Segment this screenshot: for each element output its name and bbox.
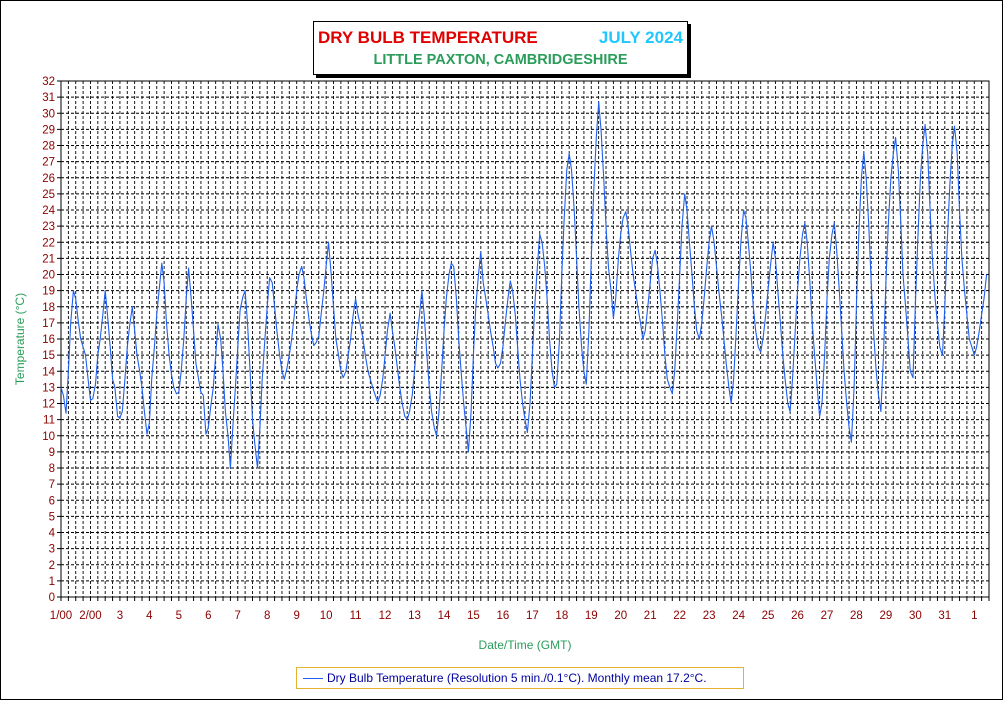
y-tick-label: 14 [42,366,55,378]
x-tick-label: 20 [614,610,627,622]
x-tick-labels: 1/00 2/00 3 4 5 6 7 8 9 10 11 12 13 14 15 16 17 18 19 20 21 2… [50,610,978,622]
x-tick-label: 1 [971,610,977,622]
series-line-dry-bulb-temperature [60,101,988,469]
y-tick-label: 13 [42,382,55,394]
y-tick-label: 18 [42,302,55,314]
y-tick-label: 32 [42,76,55,88]
y-tick-label: 25 [42,189,55,201]
y-tick-label: 26 [42,173,55,185]
y-tick-label: 28 [42,141,55,153]
x-tick-label: 16 [497,610,510,622]
x-tick-label: 4 [146,610,153,622]
x-tick-label: 25 [762,610,775,622]
x-tick-label: 1/00 [50,610,72,622]
chart-title: DRY BULB TEMPERATURE [318,28,538,47]
x-tick-label: 27 [821,610,834,622]
x-tick-label: 3 [117,610,123,622]
x-tick-label: 5 [176,610,182,622]
y-tick-label: 22 [42,237,55,249]
x-tick-label: 12 [379,610,392,622]
x-tick-label: 23 [703,610,716,622]
y-tick-label: 4 [49,528,56,540]
y-tick-label: 3 [49,544,55,556]
y-tick-label: 27 [42,157,55,169]
x-tick-label: 30 [909,610,922,622]
x-tick-label: 26 [791,610,804,622]
y-tick-label: 19 [42,286,55,298]
x-tick-label: 18 [555,610,568,622]
y-tick-label: 1 [49,576,55,588]
x-tick-label: 31 [938,610,951,622]
x-tick-label: 8 [264,610,270,622]
y-tick-label: 29 [42,124,55,136]
y-tick-label: 16 [42,334,55,346]
chart-subtitle: LITTLE PAXTON, CAMBRIDGESHIRE [373,52,628,68]
x-tick-label: 29 [879,610,892,622]
x-tick-label: 2/00 [79,610,101,622]
x-tick-label: 28 [850,610,863,622]
legend-label: Dry Bulb Temperature (Resolution 5 min./… [327,671,707,685]
x-tick-label: 7 [235,610,241,622]
y-tick-label: 6 [49,495,55,507]
y-tick-label: 8 [49,463,55,475]
x-tick-label: 22 [673,610,686,622]
y-tick-label: 17 [42,318,55,330]
y-tick-label: 24 [42,205,55,217]
x-tick-label: 6 [205,610,211,622]
y-tick-label: 20 [42,270,55,282]
x-tick-label: 14 [438,610,451,622]
y-tick-label: 10 [42,431,55,443]
x-tick-label: 11 [350,610,362,622]
title-box: DRY BULB TEMPERATURE JULY 2024 LITTLE PA… [313,21,688,75]
y-tick-label: 11 [43,415,55,427]
y-tick-labels: 0123456789101112131415161718192021222324… [42,76,55,604]
y-tick-label: 5 [49,511,55,523]
legend: Dry Bulb Temperature (Resolution 5 min./… [296,667,744,689]
y-axis-label: Temperature (°C) [13,293,27,385]
x-axis-label: Date/Time (GMT) [479,638,572,652]
y-tick-label: 0 [49,592,55,604]
y-tick-label: 7 [49,479,55,491]
y-tick-label: 15 [42,350,55,362]
series-group [60,101,988,469]
y-tick-label: 21 [42,253,55,265]
y-tick-label: 9 [49,447,55,459]
x-tick-label: 17 [526,610,539,622]
x-tick-label: 24 [732,610,745,622]
x-tick-label: 13 [408,610,421,622]
y-tick-label: 30 [42,108,55,120]
y-tick-label: 31 [42,92,55,104]
chart-month: JULY 2024 [598,28,683,47]
y-tick-label: 12 [42,399,55,411]
grid [57,80,990,601]
legend-swatch [303,678,323,679]
x-tick-label: 15 [467,610,480,622]
x-tick-label: 21 [644,610,657,622]
y-tick-label: 2 [49,560,55,572]
x-tick-label: 9 [293,610,299,622]
x-tick-label: 19 [585,610,598,622]
x-tick-label: 10 [320,610,333,622]
y-tick-label: 23 [42,221,55,233]
